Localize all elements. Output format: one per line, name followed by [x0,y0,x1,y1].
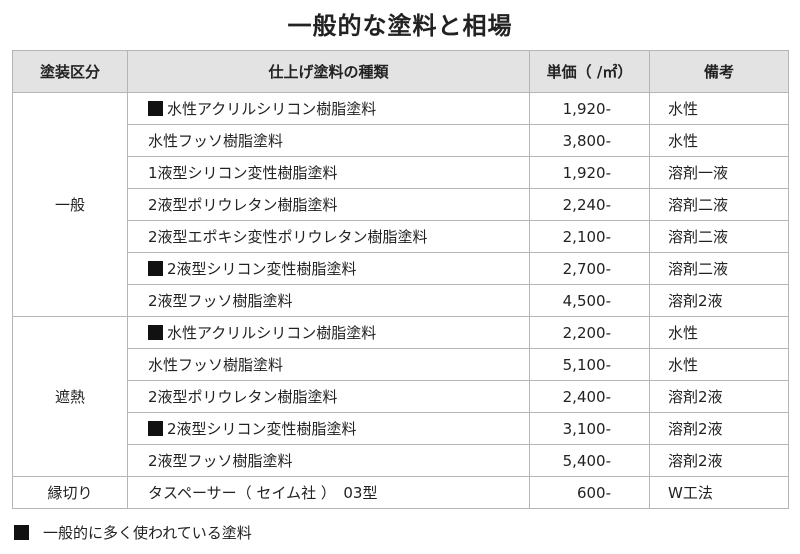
paint-name-cell: 2液型シリコン変性樹脂塗料 [127,412,530,445]
paint-name-cell: 水性アクリルシリコン樹脂塗料 [127,316,530,349]
paint-name-cell: 2液型フッソ樹脂塗料 [127,444,530,477]
category-cell: 一般 [12,92,128,317]
table-row: 水性フッソ樹脂塗料 3,800- 水性 [13,124,789,157]
table-row: 2液型シリコン変性樹脂塗料 2,700- 溶剤二液 [13,252,789,285]
table-body: 一般 水性アクリルシリコン樹脂塗料 1,920- 水性 水性フッソ樹脂塗料 3,800- 水… [12,92,789,509]
table-row: 遮熱 水性アクリルシリコン樹脂塗料 2,200- 水性 [12,316,789,477]
unit-price-cell: 5,100- [529,348,650,381]
unit-price-cell: 2,700- [529,252,650,285]
paint-name-cell: 水性アクリルシリコン樹脂塗料 [127,92,530,125]
note-cell: 溶剤2液 [649,284,789,317]
category-cell: 縁切り [12,476,128,509]
note-cell: 溶剤二液 [649,188,789,221]
unit-price-cell: 3,100- [529,412,650,445]
unit-price-cell: 2,400- [529,380,650,413]
paint-name: 2液型フッソ樹脂塗料 [148,292,293,310]
unit-price-cell: 600- [529,476,650,509]
table-row: 2液型シリコン変性樹脂塗料 3,100- 溶剤2液 [13,412,789,445]
table-row: 1液型シリコン変性樹脂塗料 1,920- 溶剤一液 [13,156,789,189]
header-paint-type: 仕上げ塗料の種類 [127,50,530,93]
paint-name: 水性フッソ樹脂塗料 [148,132,284,150]
unit-price-cell: 1,920- [529,92,650,125]
note-cell: 水性 [649,92,789,125]
note-cell: 溶剤一液 [649,156,789,189]
paint-name: 1液型シリコン変性樹脂塗料 [148,164,338,182]
common-paint-marker-icon [148,325,163,340]
unit-price-cell: 2,240- [529,188,650,221]
paint-name-cell: 2液型シリコン変性樹脂塗料 [127,252,530,285]
note-cell: 水性 [649,348,789,381]
unit-price-cell: 2,100- [529,220,650,253]
unit-price-cell: 4,500- [529,284,650,317]
legend: 一般的に多く使われている塗料 [14,522,252,543]
paint-name-cell: 2液型エポキシ変性ポリウレタン樹脂塗料 [127,220,530,253]
legend-marker-icon [14,525,29,540]
paint-name: 水性アクリルシリコン樹脂塗料 [167,100,377,118]
unit-price-cell: 2,200- [529,316,650,349]
unit-price-cell: 1,920- [529,156,650,189]
paint-name: 2液型シリコン変性樹脂塗料 [167,260,357,278]
header-unit-price: 単価（ /㎡） [529,50,650,93]
page-title: 一般的な塗料と相場 [287,12,513,40]
common-paint-marker-icon [148,101,163,116]
paint-name-cell: タスペーサー（ セイム社 ） 03型 [127,476,530,509]
paint-name: 水性アクリルシリコン樹脂塗料 [167,324,377,342]
paint-name-cell: 2液型ポリウレタン樹脂塗料 [127,188,530,221]
note-cell: 水性 [649,124,789,157]
note-cell: 溶剤2液 [649,380,789,413]
table-row: 2液型ポリウレタン樹脂塗料 2,240- 溶剤二液 [13,188,789,221]
common-paint-marker-icon [148,421,163,436]
table-row: 2液型フッソ樹脂塗料 4,500- 溶剤2液 [13,284,789,317]
paint-name-cell: 水性フッソ樹脂塗料 [127,348,530,381]
paint-name: タスペーサー（ セイム社 ） 03型 [148,484,378,502]
common-paint-marker-icon [148,261,163,276]
paint-name-cell: 2液型フッソ樹脂塗料 [127,284,530,317]
paint-name: 2液型ポリウレタン樹脂塗料 [148,388,338,406]
header-note: 備考 [649,50,789,93]
paint-price-table: 塗装区分 仕上げ塗料の種類 単価（ /㎡） 備考 一般 水性アクリルシリコン樹脂塗… [12,50,789,509]
paint-name-cell: 1液型シリコン変性樹脂塗料 [127,156,530,189]
paint-name-cell: 水性フッソ樹脂塗料 [127,124,530,157]
note-cell: 溶剤2液 [649,444,789,477]
note-cell: 溶剤二液 [649,252,789,285]
paint-name: 2液型シリコン変性樹脂塗料 [167,420,357,438]
paint-name: 2液型エポキシ変性ポリウレタン樹脂塗料 [148,228,428,246]
note-cell: W工法 [649,476,789,509]
paint-name: 2液型ポリウレタン樹脂塗料 [148,196,338,214]
table-row: 水性フッソ樹脂塗料 5,100- 水性 [13,348,789,381]
table-row: 2液型フッソ樹脂塗料 5,400- 溶剤2液 [13,444,789,477]
table-row: 縁切り タスペーサー（ セイム社 ） 03型 600- W工法 [12,476,789,509]
category-cell: 遮熱 [12,316,128,477]
note-cell: 水性 [649,316,789,349]
legend-text: 一般的に多く使われている塗料 [43,524,252,542]
paint-name-cell: 2液型ポリウレタン樹脂塗料 [127,380,530,413]
paint-name: 2液型フッソ樹脂塗料 [148,452,293,470]
note-cell: 溶剤2液 [649,412,789,445]
table-header-row: 塗装区分 仕上げ塗料の種類 単価（ /㎡） 備考 [12,50,789,93]
table-row: 2液型エポキシ変性ポリウレタン樹脂塗料 2,100- 溶剤二液 [13,220,789,253]
unit-price-cell: 5,400- [529,444,650,477]
header-category: 塗装区分 [12,50,128,93]
table-row: 2液型ポリウレタン樹脂塗料 2,400- 溶剤2液 [13,380,789,413]
unit-price-cell: 3,800- [529,124,650,157]
paint-name: 水性フッソ樹脂塗料 [148,356,284,374]
note-cell: 溶剤二液 [649,220,789,253]
table-row: 一般 水性アクリルシリコン樹脂塗料 1,920- 水性 [12,92,789,317]
